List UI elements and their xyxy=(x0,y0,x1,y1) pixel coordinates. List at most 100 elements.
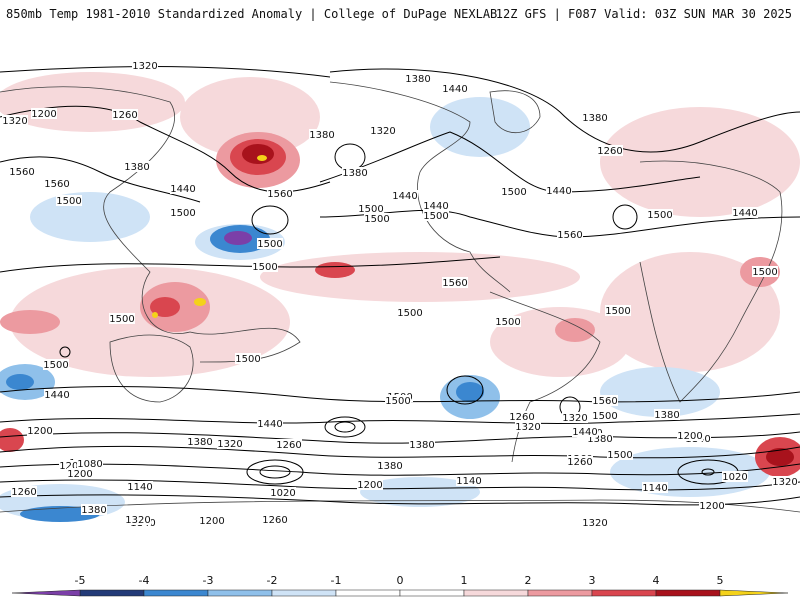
colorbar-tick-label: -1 xyxy=(331,574,342,587)
contour-label-bg xyxy=(647,209,673,220)
contour-label-bg xyxy=(112,109,138,120)
contour-label-bg xyxy=(582,517,608,528)
contour-label: 1200 xyxy=(67,469,92,480)
contour-label: 1500 xyxy=(501,187,526,198)
model-run-info: 12Z GFS | F087 Valid: 03Z SUN MAR 30 202… xyxy=(495,7,792,21)
colorbar-bin xyxy=(335,589,401,597)
contour-label: 1080 xyxy=(77,459,102,470)
contour-label-bg xyxy=(385,395,411,406)
colorbar-bin xyxy=(591,589,657,597)
contour-label: 1380 xyxy=(81,505,106,516)
anomaly-area xyxy=(20,506,100,522)
anomaly-area xyxy=(315,262,355,278)
contour-label-bg xyxy=(405,73,431,84)
contour-label-bg xyxy=(392,190,418,201)
contour-label-bg xyxy=(377,460,403,471)
contour-label-bg xyxy=(409,439,435,450)
contour-label: 1500 xyxy=(358,204,383,215)
contour-label: 1440 xyxy=(392,191,417,202)
contour-label-bg xyxy=(587,433,613,444)
contour-label-bg xyxy=(235,353,261,364)
contour-label: 1560 xyxy=(557,230,582,241)
contour-label-bg xyxy=(732,207,758,218)
colorbar-bin xyxy=(399,589,465,597)
contour-label-bg xyxy=(515,421,541,432)
contour-label: 1440 xyxy=(423,201,448,212)
contour-label: 1320 xyxy=(217,439,242,450)
contour-label-bg xyxy=(44,389,70,400)
contour-label-bg xyxy=(170,183,196,194)
contour-label-bg xyxy=(77,458,103,469)
contour-label-bg xyxy=(423,210,449,221)
contour-label: 1380 xyxy=(582,113,607,124)
colorbar-bin xyxy=(271,589,337,597)
contour-label-bg xyxy=(654,409,680,420)
contour-label-bg xyxy=(546,185,572,196)
anomaly-area xyxy=(30,192,150,242)
contour-label: 1260 xyxy=(597,146,622,157)
contour-line xyxy=(251,205,289,235)
contour-line xyxy=(0,463,800,476)
colorbar-swatches xyxy=(11,589,789,597)
anomaly-area xyxy=(360,477,480,507)
contour-line xyxy=(0,66,331,78)
contour-label: 1320 xyxy=(562,413,587,424)
contour-line xyxy=(446,375,484,405)
anomaly-area xyxy=(242,144,274,164)
contour-label: 1500 xyxy=(257,239,282,250)
contour-label-bg xyxy=(456,475,482,486)
map-title: 850mb Temp 1981-2010 Standardized Anomal… xyxy=(6,7,498,21)
anomaly-area xyxy=(152,312,158,318)
contour-label-bg xyxy=(442,277,468,288)
contour-label: 1320 xyxy=(582,518,607,529)
contour-label-bg xyxy=(423,200,449,211)
contour-label-bg xyxy=(81,504,107,515)
contour-label: 1200 xyxy=(699,501,724,512)
contour-label-bg xyxy=(752,266,778,277)
contour-label: 1320 xyxy=(132,61,157,72)
contour-label: 1500 xyxy=(109,314,134,325)
contour-label: 1560 xyxy=(442,278,467,289)
contour-label-bg xyxy=(276,439,302,450)
colorbar: -5 -4 -3 -2 -1 0 1 2 3 4 5 xyxy=(11,574,789,597)
contour-label: 1260 xyxy=(276,440,301,451)
contour-label-bg xyxy=(342,167,368,178)
contour-label: 1440 xyxy=(257,419,282,430)
contour-label: 1440 xyxy=(572,427,597,438)
contour-label: 1140 xyxy=(642,483,667,494)
colorbar-tick-label: 4 xyxy=(653,574,660,587)
contour-line xyxy=(246,459,304,485)
contour-label: 1260 xyxy=(262,515,287,526)
contour-line xyxy=(334,421,356,433)
contour-label-bg xyxy=(132,60,158,71)
contour-line xyxy=(0,479,800,491)
contour-label: 1020 xyxy=(270,488,295,499)
contour-label-bg xyxy=(67,468,93,479)
contour-label-bg xyxy=(11,486,37,497)
contour-label: 1200 xyxy=(677,431,702,442)
coastline-africa xyxy=(639,160,783,403)
coastline-eurasia xyxy=(0,86,301,363)
contour-line xyxy=(319,131,701,193)
contour-label-bg xyxy=(27,425,53,436)
anomaly-area xyxy=(600,367,720,417)
contour-label: 1380 xyxy=(377,461,402,472)
colorbar-tick-label: 1 xyxy=(461,574,468,587)
contour-label-bg xyxy=(495,316,521,327)
contour-label-bg xyxy=(592,410,618,421)
colorbar-tick-label: 2 xyxy=(525,574,532,587)
colorbar-bin xyxy=(655,589,721,597)
contour-line xyxy=(701,468,715,476)
contour-label: 1440 xyxy=(546,186,571,197)
contour-label: 1500 xyxy=(592,411,617,422)
anomaly-area xyxy=(224,231,252,245)
anomaly-area xyxy=(260,252,580,302)
coastline-greenland xyxy=(489,90,541,134)
contour-label-bg xyxy=(592,395,618,406)
contour-label-bg xyxy=(109,313,135,324)
contour-label: 1260 xyxy=(11,487,36,498)
contour-label-bg xyxy=(124,161,150,172)
anomaly-shading xyxy=(0,72,800,522)
anomaly-area xyxy=(180,77,320,157)
